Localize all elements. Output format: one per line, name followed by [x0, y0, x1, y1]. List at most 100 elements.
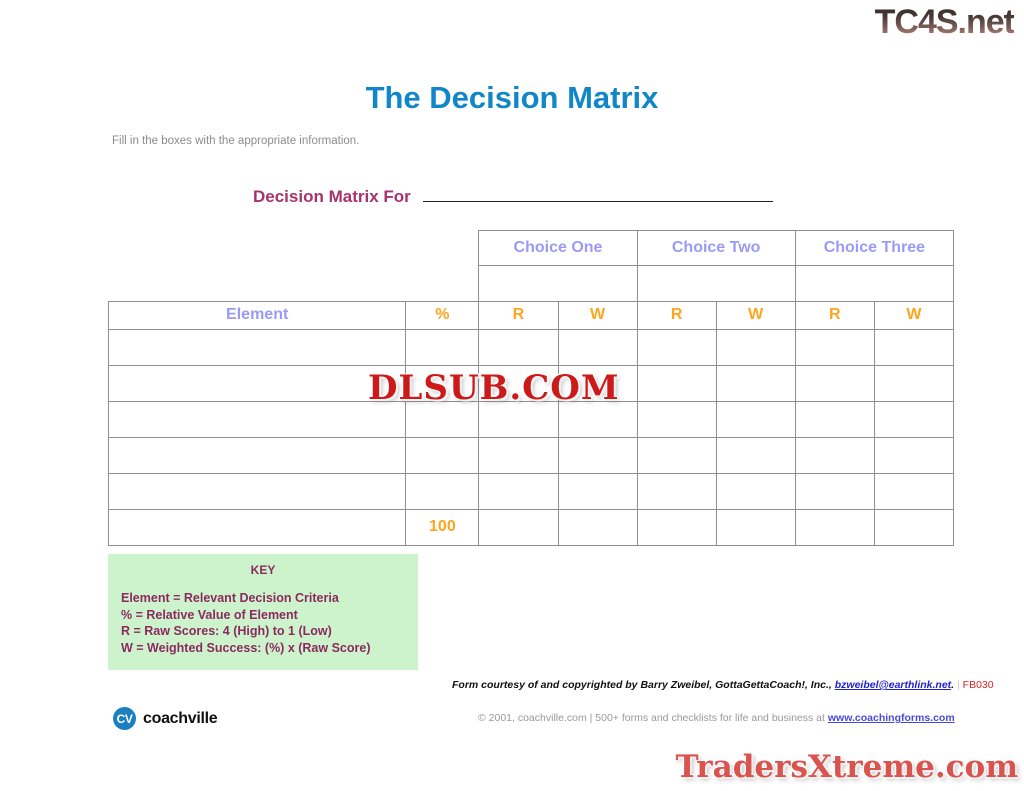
- choice-two-raw-cell[interactable]: [636, 436, 717, 474]
- element-cell[interactable]: [107, 436, 407, 474]
- choice-three-raw-cell[interactable]: [794, 508, 875, 546]
- choice-three-weighted-cell[interactable]: [873, 436, 955, 474]
- choice-one-raw-cell[interactable]: [478, 472, 559, 510]
- choice-three-raw-cell[interactable]: [794, 400, 875, 438]
- percent-cell[interactable]: [405, 472, 480, 510]
- choice-two-weighted-cell[interactable]: [715, 400, 796, 438]
- choice-one-raw-cell[interactable]: [478, 508, 559, 546]
- percent-cell[interactable]: [405, 328, 480, 366]
- choice-blank-spacer-percent: [406, 266, 479, 302]
- choice-three-weighted-cell[interactable]: [873, 472, 955, 510]
- credit-period: .: [951, 679, 955, 691]
- choice-header-spacer-percent: [406, 231, 479, 266]
- tc4s-watermark: TC4S.net: [874, 3, 1015, 41]
- choice-three-raw-cell[interactable]: [794, 472, 875, 510]
- choice-one-weighted-header: W: [557, 300, 638, 330]
- choice-one-raw-cell[interactable]: [478, 400, 559, 438]
- decision-matrix-for-row: Decision Matrix For: [253, 184, 773, 207]
- choice-two-weighted-cell[interactable]: [715, 508, 796, 546]
- credit-prefix: Form courtesy of and copyrighted by Barr…: [452, 679, 835, 691]
- page-title: The Decision Matrix: [365, 80, 659, 115]
- key-title: KEY: [250, 563, 276, 577]
- choice-one-weighted-cell[interactable]: [557, 472, 638, 510]
- element-cell[interactable]: [107, 400, 407, 438]
- choice-two-weighted-cell[interactable]: [715, 472, 796, 510]
- percent-cell[interactable]: [405, 436, 480, 474]
- credit-separator: |: [954, 679, 963, 691]
- choice-one-raw-cell[interactable]: [478, 436, 559, 474]
- coachville-prefix: © 2001, coachville.com | 500+ forms and …: [478, 712, 828, 724]
- choice-three-weighted-cell[interactable]: [873, 364, 955, 402]
- choice-two-raw-cell[interactable]: [636, 472, 717, 510]
- credit-line: Form courtesy of and copyrighted by Barr…: [452, 679, 994, 691]
- choice-one-weighted-cell[interactable]: [557, 436, 638, 474]
- coachingforms-link[interactable]: www.coachingforms.com: [827, 712, 955, 724]
- choice-one-header: Choice One: [478, 230, 638, 266]
- choice-two-raw-cell[interactable]: [636, 364, 717, 402]
- choice-three-weighted-cell[interactable]: [873, 328, 955, 366]
- choice-two-weighted-cell[interactable]: [715, 328, 796, 366]
- choice-three-raw-cell[interactable]: [794, 328, 875, 366]
- credit-email-link[interactable]: bzweibel@earthlink.net: [834, 679, 952, 691]
- percent-cell[interactable]: [405, 364, 480, 402]
- coachville-copyright-line: © 2001, coachville.com | 500+ forms and …: [478, 712, 955, 724]
- choice-two-blank[interactable]: [636, 265, 796, 302]
- choice-one-raw-cell[interactable]: [478, 364, 559, 402]
- percent-total-cell[interactable]: 100: [405, 508, 480, 546]
- cv-badge-icon: CV: [113, 707, 136, 730]
- choice-one-blank[interactable]: [478, 265, 638, 302]
- choice-one-weighted-cell[interactable]: [557, 400, 638, 438]
- key-line-raw: R = Raw Scores: 4 (High) to 1 (Low): [121, 624, 332, 638]
- credit-form-code: FB030: [962, 679, 994, 691]
- choice-three-raw-cell[interactable]: [794, 364, 875, 402]
- key-line-percent: % = Relative Value of Element: [121, 607, 298, 622]
- choice-two-raw-cell[interactable]: [636, 328, 717, 366]
- key-box: KEY Element = Relevant Decision Criteria…: [108, 554, 418, 670]
- element-cell[interactable]: [107, 328, 407, 366]
- table-row-total: 100: [107, 508, 955, 546]
- table-row-column-headers: Element % R W R W R W: [107, 300, 955, 330]
- element-cell[interactable]: [107, 364, 407, 402]
- choice-two-weighted-cell[interactable]: [715, 436, 796, 474]
- instruction-text: Fill in the boxes with the appropriate i…: [112, 135, 360, 147]
- choice-three-blank[interactable]: [794, 265, 955, 302]
- choice-three-header: Choice Three: [794, 230, 955, 266]
- choice-one-weighted-cell[interactable]: [557, 364, 638, 402]
- percent-cell[interactable]: [405, 400, 480, 438]
- decision-matrix-for-label: Decision Matrix For: [253, 187, 411, 206]
- element-cell[interactable]: [107, 508, 407, 546]
- choice-one-weighted-cell[interactable]: [557, 508, 638, 546]
- choice-one-raw-cell[interactable]: [478, 328, 559, 366]
- choice-three-raw-cell[interactable]: [794, 436, 875, 474]
- key-lines: Element = Relevant Decision Criteria % =…: [121, 590, 418, 656]
- element-header: Element: [107, 300, 407, 330]
- choice-two-weighted-cell[interactable]: [715, 364, 796, 402]
- table-row: [107, 364, 955, 402]
- decision-matrix-table: Choice One Choice Two Choice Three Eleme…: [107, 230, 955, 546]
- key-line-weighted: W = Weighted Success: (%) x (Raw Score): [121, 640, 371, 655]
- table-row-choice-headers: Choice One Choice Two Choice Three: [109, 230, 955, 266]
- choice-two-raw-cell[interactable]: [636, 508, 717, 546]
- choice-three-raw-header: R: [794, 300, 875, 330]
- table-row: [107, 400, 955, 438]
- choice-three-weighted-header: W: [873, 300, 955, 330]
- choice-three-weighted-cell[interactable]: [873, 400, 955, 438]
- choice-two-raw-header: R: [636, 300, 717, 330]
- coachville-logo: CV coachville: [113, 707, 218, 730]
- choice-two-header: Choice Two: [636, 230, 796, 266]
- table-row: [107, 328, 955, 366]
- choice-blank-spacer-element: [109, 266, 406, 302]
- choice-two-weighted-header: W: [715, 300, 796, 330]
- table-row-choice-blanks: [109, 265, 955, 302]
- decision-matrix-for-input[interactable]: [422, 184, 773, 202]
- choice-two-raw-cell[interactable]: [636, 400, 717, 438]
- key-line-element: Element = Relevant Decision Criteria: [121, 591, 339, 605]
- percent-header: %: [405, 300, 480, 330]
- tradersxtreme-watermark: TradersXtreme.com: [675, 749, 1018, 786]
- choice-one-weighted-cell[interactable]: [557, 328, 638, 366]
- choice-one-raw-header: R: [478, 300, 559, 330]
- element-cell[interactable]: [107, 472, 407, 510]
- choice-three-weighted-cell[interactable]: [873, 508, 955, 546]
- table-row: [107, 436, 955, 474]
- coachville-wordmark: coachville: [143, 709, 218, 727]
